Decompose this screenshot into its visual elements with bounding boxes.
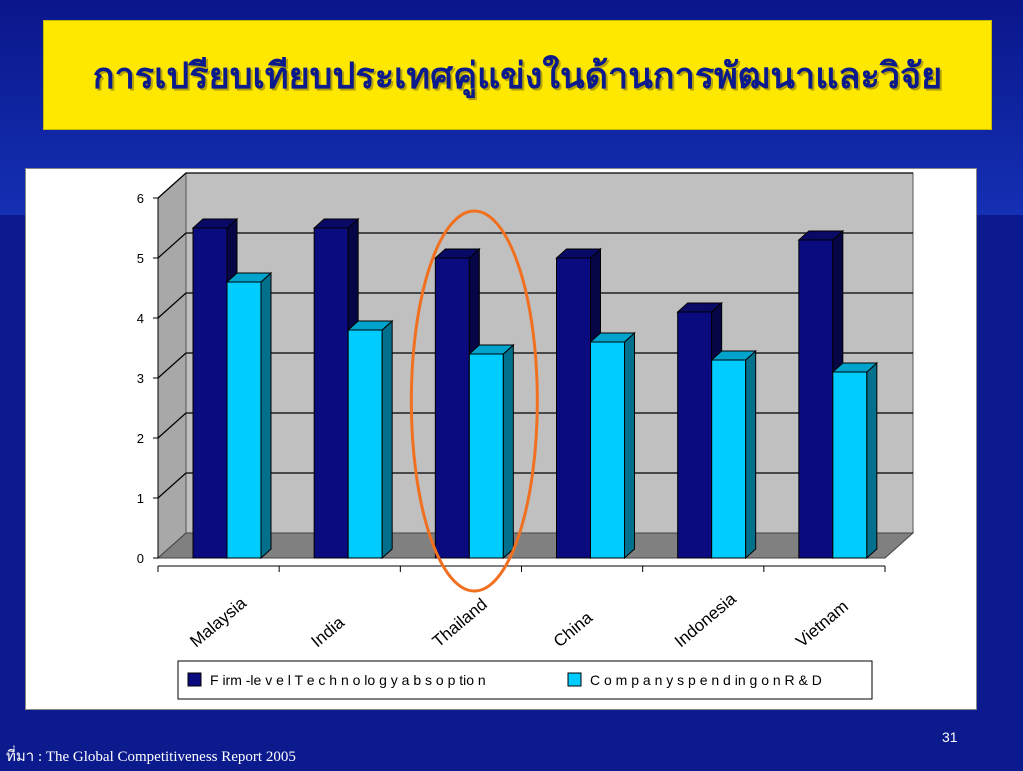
x-tick-label: Indonesia bbox=[671, 589, 740, 651]
bar-front bbox=[313, 227, 349, 559]
bar-front bbox=[192, 227, 228, 559]
y-tick-label: 5 bbox=[137, 251, 144, 266]
bar-top bbox=[676, 302, 723, 313]
y-tick-label: 0 bbox=[137, 551, 144, 566]
bar-top bbox=[589, 332, 636, 343]
bar-chart: 0 1 2 3 4 5 6 Malaysia India Thailand China Indones… bbox=[137, 171, 915, 700]
bar-side bbox=[502, 343, 514, 560]
bar-side bbox=[866, 361, 878, 560]
bar-top bbox=[831, 362, 879, 373]
bar-side bbox=[624, 331, 635, 560]
bar-side bbox=[745, 349, 757, 560]
bar-top bbox=[797, 230, 845, 241]
bar-front bbox=[832, 371, 868, 559]
bar-top bbox=[312, 218, 360, 229]
page-number: 31 bbox=[942, 729, 958, 745]
x-tick-label: China bbox=[550, 608, 597, 651]
gridline-side bbox=[157, 172, 187, 199]
source-note: ที่มา : The Global Competitiveness Repor… bbox=[6, 749, 296, 765]
bar-top bbox=[346, 320, 394, 331]
x-tick-label: Malaysia bbox=[186, 593, 250, 651]
bar-top bbox=[434, 248, 481, 259]
y-tick-label: 4 bbox=[137, 311, 144, 326]
x-tick-label: Thailand bbox=[429, 595, 491, 651]
bar-top bbox=[710, 350, 757, 361]
gridline-side bbox=[157, 412, 187, 439]
bar-front bbox=[590, 341, 625, 559]
legend-box bbox=[177, 660, 873, 700]
gridline-side bbox=[157, 352, 187, 379]
bar-front bbox=[434, 257, 470, 559]
bar-front bbox=[677, 311, 713, 559]
x-tick-label: India bbox=[308, 612, 349, 651]
bar-front bbox=[347, 329, 383, 559]
bar-top bbox=[225, 272, 273, 283]
chart-panel: 0 1 2 3 4 5 6 Malaysia India Thailand China Indones… bbox=[25, 168, 977, 710]
bar-side bbox=[381, 319, 393, 560]
gridline-side bbox=[157, 232, 187, 259]
y-tick-label: 1 bbox=[137, 491, 144, 506]
bar-front bbox=[468, 353, 504, 559]
gridline-side bbox=[157, 292, 187, 319]
bar-side bbox=[260, 271, 272, 560]
title-box: การเปรียบเทียบประเทศคู่แข่งในด้านการพัฒน… bbox=[43, 20, 992, 130]
bar-top bbox=[555, 248, 602, 259]
legend-label: C o m p a n y s p e n d in g o n R & D bbox=[590, 672, 822, 688]
y-tick-label: 6 bbox=[137, 191, 144, 206]
highlight-ellipse bbox=[409, 209, 539, 593]
legend-swatch bbox=[567, 672, 582, 687]
slide-title: การเปรียบเทียบประเทศคู่แข่งในด้านการพัฒน… bbox=[92, 54, 943, 97]
legend-swatch bbox=[187, 672, 202, 687]
bar-front bbox=[556, 257, 591, 559]
y-tick-label: 2 bbox=[137, 431, 144, 446]
bar-front bbox=[798, 239, 834, 559]
bar-front bbox=[711, 359, 747, 559]
y-tick-label: 3 bbox=[137, 371, 144, 386]
gridline-side bbox=[157, 472, 187, 499]
legend-label: F irm -le v e l T e c h n o lo g y a b s… bbox=[210, 672, 486, 688]
bar-top bbox=[468, 344, 515, 355]
bar-front bbox=[226, 281, 262, 559]
bar-top bbox=[191, 218, 239, 229]
x-tick-label: Vietnam bbox=[792, 597, 852, 651]
